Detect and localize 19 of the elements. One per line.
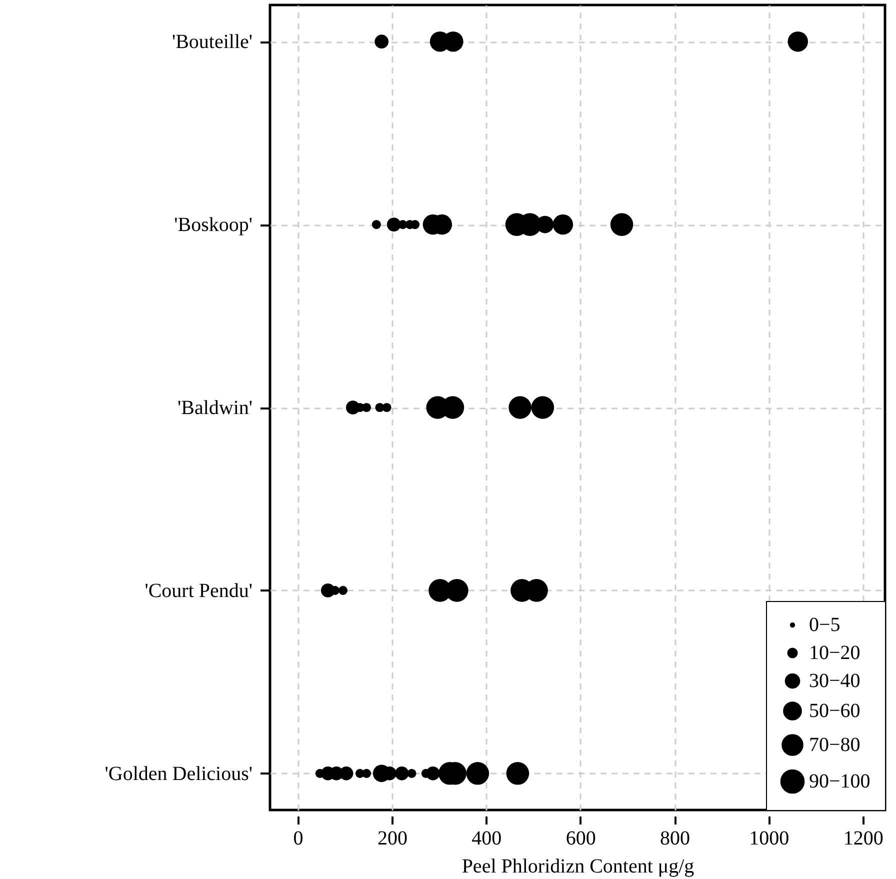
legend-label: 70−80	[809, 734, 860, 756]
x-tick-label: 800	[660, 828, 690, 850]
x-axis-title: Peel Phloridizn Content μg/g	[462, 856, 694, 878]
legend-label: 30−40	[809, 670, 860, 692]
x-tick-label: 400	[472, 828, 502, 850]
legend-label: 10−20	[809, 642, 860, 664]
x-tick-label: 200	[377, 828, 408, 850]
x-tick-label: 1200	[843, 828, 884, 850]
x-tick-label: 1000	[749, 828, 790, 850]
x-tick-label: 0	[293, 828, 304, 850]
y-tick-label: 'Boskoop'	[174, 214, 252, 236]
x-tick-label: 600	[566, 828, 596, 850]
y-tick-label: 'Court Pendu'	[144, 580, 252, 602]
legend-label: 50−60	[809, 700, 860, 722]
y-tick-label: 'Baldwin'	[178, 397, 252, 419]
y-tick-label: 'Golden Delicious'	[104, 762, 252, 785]
y-tick-label: 'Bouteille'	[172, 31, 252, 54]
legend-label: 90−100	[809, 770, 870, 792]
legend-label: 0−5	[809, 614, 840, 636]
